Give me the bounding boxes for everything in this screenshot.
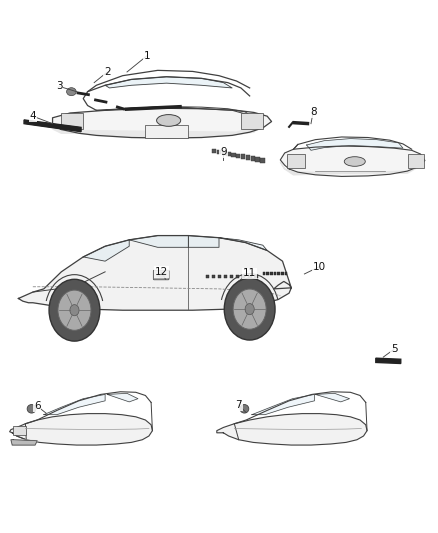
Polygon shape — [10, 414, 152, 445]
Text: 7: 7 — [235, 400, 242, 410]
Bar — [236, 275, 240, 278]
Bar — [13, 426, 26, 435]
Bar — [212, 149, 216, 153]
Bar — [218, 275, 221, 278]
Bar — [236, 154, 240, 158]
Text: 10: 10 — [313, 262, 326, 271]
Bar — [260, 158, 265, 163]
Ellipse shape — [157, 273, 166, 277]
Circle shape — [49, 279, 100, 341]
Bar — [222, 151, 226, 155]
Polygon shape — [105, 77, 232, 88]
Polygon shape — [53, 122, 263, 138]
Bar — [226, 151, 231, 156]
Bar — [242, 275, 245, 278]
Polygon shape — [24, 120, 81, 132]
Bar — [248, 275, 251, 278]
Bar — [254, 275, 258, 278]
Polygon shape — [53, 108, 272, 138]
Bar — [266, 272, 269, 275]
Bar — [241, 113, 263, 129]
Bar — [217, 150, 221, 154]
Bar — [224, 275, 227, 278]
Polygon shape — [280, 160, 425, 175]
Bar — [241, 155, 245, 159]
Bar — [255, 157, 260, 161]
Circle shape — [58, 290, 91, 330]
Polygon shape — [219, 238, 267, 251]
Text: 9: 9 — [220, 147, 227, 157]
Polygon shape — [217, 414, 367, 445]
Text: 12: 12 — [155, 267, 168, 277]
Polygon shape — [44, 394, 105, 415]
FancyBboxPatch shape — [153, 270, 169, 280]
Text: 3: 3 — [56, 82, 63, 91]
Polygon shape — [280, 146, 425, 176]
Circle shape — [224, 278, 275, 340]
Polygon shape — [11, 440, 37, 445]
Text: 11: 11 — [243, 269, 256, 278]
Bar — [287, 154, 305, 168]
Circle shape — [245, 304, 254, 314]
Polygon shape — [96, 107, 250, 115]
Ellipse shape — [344, 157, 365, 166]
Bar — [408, 154, 424, 168]
Polygon shape — [129, 236, 188, 247]
Polygon shape — [252, 394, 314, 415]
Text: 8: 8 — [310, 107, 317, 117]
Bar — [61, 113, 83, 129]
Bar — [263, 272, 265, 275]
Bar — [212, 275, 215, 278]
Bar — [277, 272, 280, 275]
Polygon shape — [315, 393, 350, 402]
Ellipse shape — [27, 405, 36, 413]
Ellipse shape — [67, 88, 76, 96]
Bar — [206, 275, 209, 278]
Text: 5: 5 — [391, 344, 398, 354]
Polygon shape — [307, 139, 403, 150]
Circle shape — [233, 289, 266, 329]
Text: 4: 4 — [29, 111, 36, 121]
Bar — [231, 152, 236, 157]
Polygon shape — [83, 240, 129, 261]
Text: 1: 1 — [143, 51, 150, 61]
Bar — [274, 272, 276, 275]
Text: 2: 2 — [104, 67, 111, 77]
Polygon shape — [107, 393, 138, 402]
Bar — [145, 125, 188, 138]
Ellipse shape — [157, 115, 180, 126]
Circle shape — [70, 305, 79, 316]
Bar — [246, 156, 250, 160]
Bar — [281, 272, 284, 275]
Bar — [270, 272, 273, 275]
Ellipse shape — [240, 405, 249, 413]
Polygon shape — [188, 236, 219, 247]
Bar — [230, 275, 233, 278]
Text: 6: 6 — [34, 401, 41, 411]
Polygon shape — [18, 236, 291, 310]
Polygon shape — [376, 358, 401, 364]
Bar — [285, 272, 287, 275]
Bar — [251, 156, 255, 160]
